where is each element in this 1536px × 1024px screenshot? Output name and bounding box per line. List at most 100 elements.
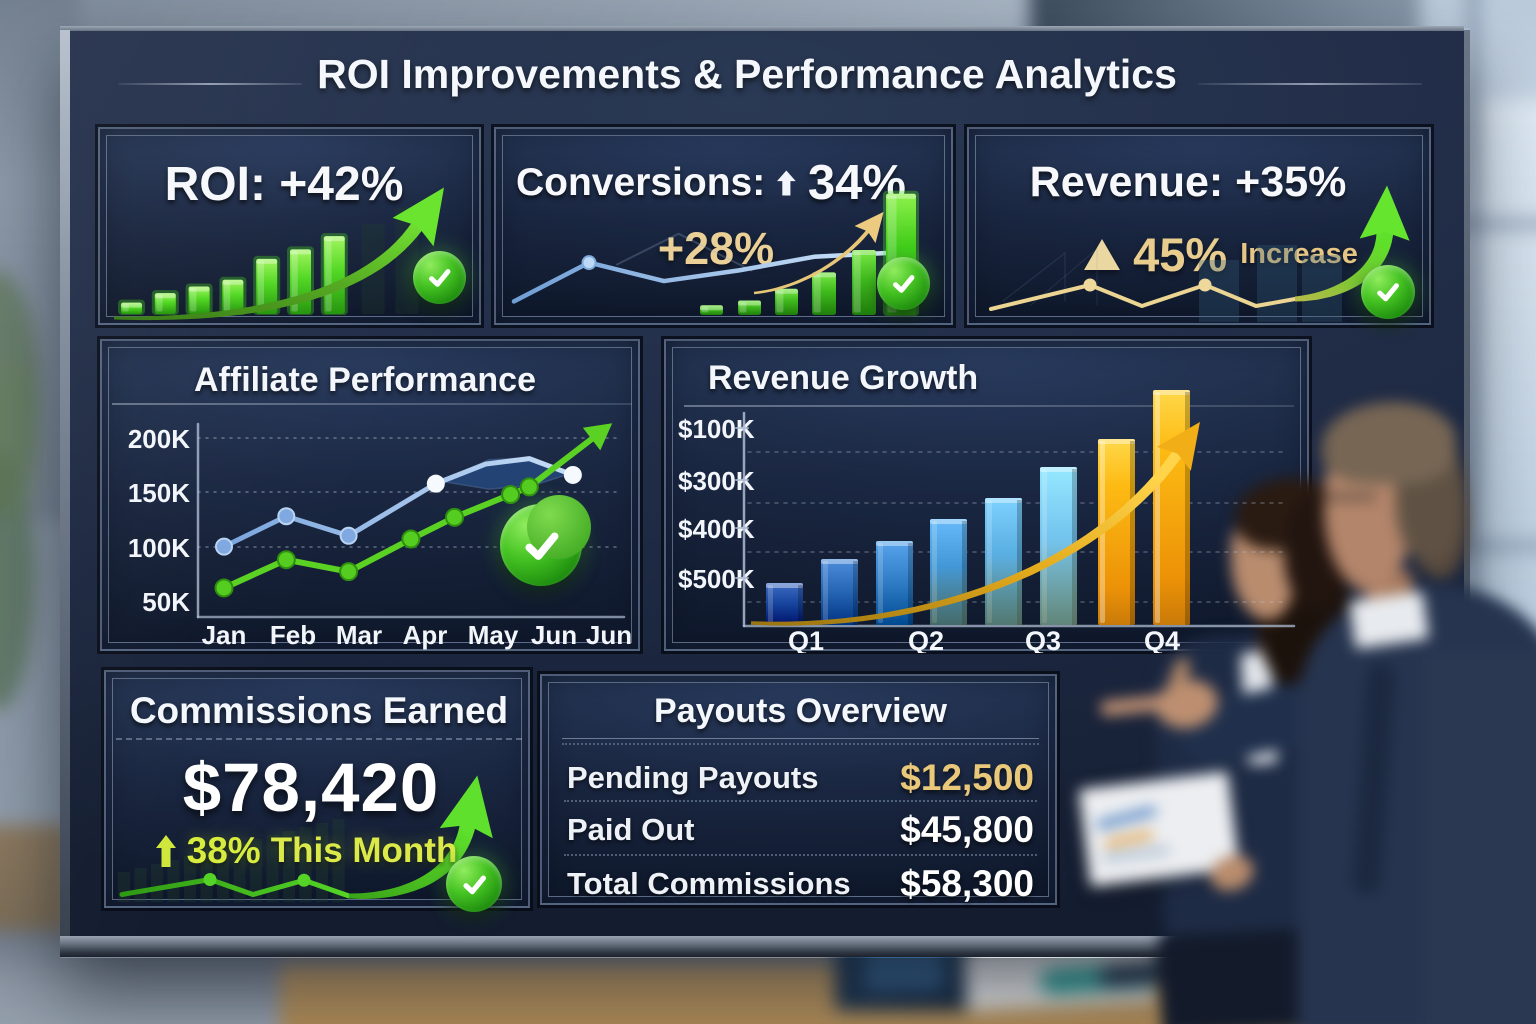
- revenue-growth-card: Revenue Growth $100K $300K $400K $500K Q1 Q2 Q…: [664, 339, 1309, 653]
- data-point-dot: [1198, 278, 1212, 292]
- title-separator: [684, 405, 1294, 407]
- chart-bar: [266, 835, 279, 902]
- triangle-up-icon: [1084, 239, 1121, 270]
- chart-bar: [821, 559, 858, 564]
- chart-bar: [1155, 392, 1160, 623]
- chart-bar: [190, 287, 197, 312]
- trend-arrow: [854, 211, 884, 244]
- x-tick-label: Apr: [403, 620, 448, 650]
- revenue-kpi-card: Revenue: +35% 45% Increase: [967, 127, 1431, 325]
- up-arrow-icon: [777, 170, 796, 196]
- check-icon: [1361, 265, 1415, 319]
- commissions-delta-value: 38%: [186, 830, 261, 871]
- title-divider-left: [118, 83, 302, 85]
- data-point-dot: [214, 578, 234, 598]
- commissions-amount: $78,420: [182, 749, 440, 826]
- chart-bar: [134, 868, 147, 902]
- data-point-dot: [339, 526, 358, 545]
- chart-bar: [167, 860, 180, 902]
- chart-line: [989, 283, 1297, 311]
- commissions-delta-suffix: This Month: [270, 831, 458, 870]
- window-mullion: [1468, 0, 1478, 1004]
- payout-value: $58,300: [900, 863, 1034, 904]
- screen-bezel-right: [1464, 30, 1470, 936]
- roi-kpi-card: ROI: +42%: [98, 127, 481, 325]
- chart-bar: [701, 306, 709, 313]
- chart-line: [511, 250, 892, 304]
- payout-value: $12,500: [900, 757, 1034, 798]
- chart-bar: [852, 250, 876, 315]
- chart-bar: [813, 273, 821, 313]
- chart-bar: [1257, 245, 1297, 322]
- chart-line: [119, 877, 352, 899]
- chart-bar: [908, 543, 913, 625]
- chart-bar: [223, 281, 231, 312]
- chart-bar: [1098, 439, 1135, 625]
- payout-row-paid: Paid Out $45,800: [567, 809, 1034, 850]
- chart-bar: [250, 839, 262, 902]
- data-point-dot: [277, 507, 296, 526]
- commissions-delta-row: 38% This Month: [106, 830, 506, 872]
- chart-bar: [151, 864, 163, 902]
- x-tick-label: Q3: [1025, 626, 1061, 653]
- chart-bar: [700, 305, 723, 311]
- payout-row-total: Total Commissions $58,300: [567, 863, 1034, 904]
- data-point-dot: [519, 477, 539, 497]
- chart-bar: [766, 583, 803, 625]
- payout-label: Total Commissions: [567, 866, 851, 901]
- chart-bar: [766, 583, 803, 588]
- x-tick-label: Q1: [788, 626, 824, 653]
- chart-bar: [700, 305, 723, 315]
- chart-bar: [812, 272, 836, 315]
- row-divider: [564, 854, 1037, 856]
- revenue-delta-value: 45%: [1133, 228, 1228, 281]
- revenue-delta-suffix: Increase: [1240, 238, 1358, 270]
- chart-bar: [332, 819, 345, 902]
- chart-bar: [798, 585, 803, 625]
- roi-trend-chart: [114, 187, 445, 321]
- title-separator: [112, 403, 632, 405]
- chart-bar: [739, 301, 747, 313]
- chart-bar: [122, 304, 129, 312]
- chart-bar: [222, 279, 244, 285]
- commissions-earned-title: Commissions Earned: [129, 690, 509, 731]
- screen-bezel-bottom: [60, 936, 1470, 957]
- data-point-dot: [297, 873, 311, 887]
- chart-bar: [1153, 390, 1190, 395]
- x-tick-label: Jun: [531, 620, 577, 650]
- revenue-delta-row: 45% Increase: [1031, 227, 1411, 282]
- check-icon: [446, 856, 502, 912]
- chart-bar: [1130, 441, 1135, 625]
- data-point-dot: [445, 507, 465, 527]
- chart-bar: [222, 279, 244, 314]
- chart-bar: [1098, 439, 1135, 444]
- chart-bar: [823, 561, 828, 623]
- chart-line: [1002, 252, 1066, 302]
- title-separator: [116, 738, 522, 740]
- data-point-dot: [1083, 278, 1097, 292]
- chart-bar: [768, 585, 773, 623]
- chart-bar: [876, 541, 913, 625]
- commissions-trend-chart: [118, 775, 493, 902]
- x-tick-label: Q4: [1144, 626, 1180, 653]
- affiliate-performance-chart: 200K 150K 100K 50K Jan Feb Mar Apr May Jun Jun: [128, 422, 632, 650]
- roi-kpi-title: ROI: +42%: [164, 158, 404, 211]
- conversions-kpi-card: Conversions: 34% +28%: [494, 127, 953, 325]
- check-icon: [413, 251, 466, 304]
- presenter-man-hair: [1322, 402, 1456, 484]
- chart-line: [616, 232, 753, 272]
- chart-bar: [1040, 467, 1077, 472]
- trend-arrow: [1294, 230, 1394, 302]
- x-tick-label: Feb: [270, 620, 316, 650]
- trend-arrow: [750, 449, 1183, 626]
- trend-arrow: [392, 187, 445, 247]
- x-tick-label: Jan: [202, 620, 247, 650]
- chart-bar: [852, 250, 876, 256]
- chart-bar: [886, 193, 916, 199]
- chart-bar: [217, 847, 229, 902]
- dashboard-screen: ROI Improvements & Performance Analytics…: [70, 31, 1464, 936]
- chart-bar: [738, 300, 761, 315]
- chart-bar: [775, 288, 798, 294]
